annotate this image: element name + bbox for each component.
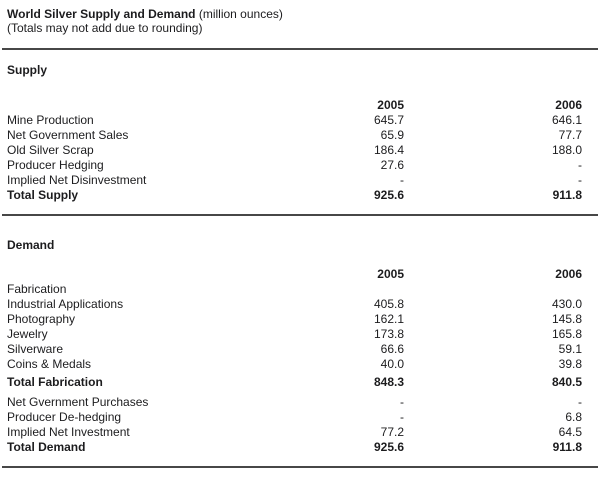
column-header-2006: 2006 [555,267,582,281]
table-row-coins-medals: Coins & Medals 40.0 39.8 [0,357,600,372]
row-label: Net Gvernment Purchases [7,395,149,409]
table-row-producer-de-hedging: Producer De-hedging - 6.8 [0,410,600,425]
value-2005: 186.4 [373,143,404,157]
divider-top [2,48,598,50]
value-2006: 59.1 [558,342,582,356]
row-label: Photography [7,312,76,326]
divider-bottom [2,466,598,468]
row-label: Old Silver Scrap [7,143,94,157]
table-row-total-demand: Total Demand 925.6 911.8 [0,440,600,455]
row-label: Producer Hedging [7,158,104,172]
value-2005: 173.8 [373,327,404,341]
row-label: Producer De-hedging [7,410,122,424]
value-2005: - [400,395,404,409]
table-row-implied-net-disinvestment: Implied Net Disinvestment - - [0,173,600,188]
demand-section-heading: Demand [7,238,55,252]
table-row-fabrication: Fabrication [0,282,600,297]
value-2006: 911.8 [552,440,582,454]
table-row-industrial-applications: Industrial Applications 405.8 430.0 [0,297,600,312]
supply-section-heading: Supply [7,63,48,77]
value-2006: - [578,395,582,409]
value-2005: 40.0 [380,357,404,371]
value-2006: 77.7 [558,128,582,142]
supply-table: 2005 2006 Mine Production 645.7 646.1 Ne… [0,98,600,203]
column-header-2005: 2005 [377,267,404,281]
value-2005: 66.6 [380,342,404,356]
demand-table: 2005 2006 Fabrication Industrial Applica… [0,267,600,455]
table-row-total-fabrication: Total Fabrication 848.3 840.5 [0,375,600,390]
row-label: Jewelry [7,327,48,341]
row-label: Silverware [7,342,64,356]
document-title: World Silver Supply and Demand [7,7,196,21]
table-row-old-silver-scrap: Old Silver Scrap 186.4 188.0 [0,143,600,158]
value-2006: 39.8 [558,357,582,371]
value-2005: 77.2 [380,425,404,439]
table-row-jewelry: Jewelry 173.8 165.8 [0,327,600,342]
value-2006: 165.8 [551,327,582,341]
value-2006: 6.8 [565,410,582,424]
row-label: Total Supply [7,188,79,202]
value-2006: 64.5 [558,425,582,439]
row-label: Total Fabrication [7,375,103,389]
value-2005: - [400,173,404,187]
table-row-producer-hedging: Producer Hedging 27.6 - [0,158,600,173]
value-2006: 911.8 [552,188,582,202]
document-header: World Silver Supply and Demand (million … [0,0,600,35]
value-2005: 925.6 [373,188,404,202]
divider-middle [2,214,598,216]
value-2005: - [400,410,404,424]
demand-column-header-row: 2005 2006 [0,267,600,282]
row-label: Implied Net Investment [7,425,130,439]
rounding-note: (Totals may not add due to rounding) [7,21,203,35]
value-2006: 145.8 [551,312,582,326]
value-2005: 65.9 [380,128,404,142]
title-unit: (million ounces) [198,7,283,21]
spacer-cell [7,98,244,113]
value-2005: 848.3 [373,375,404,389]
value-2006: 430.0 [551,297,582,311]
table-row-net-government-sales: Net Government Sales 65.9 77.7 [0,128,600,143]
value-2005: 645.7 [373,113,404,127]
row-label: Mine Production [7,113,94,127]
row-label: Fabrication [7,282,67,296]
table-row-implied-net-investment: Implied Net Investment 77.2 64.5 [0,425,600,440]
value-2006: 646.1 [551,113,582,127]
value-2005: 27.6 [380,158,404,172]
value-2005 [244,282,404,297]
supply-column-header-row: 2005 2006 [0,98,600,113]
value-2005: 162.1 [373,312,404,326]
title-line: World Silver Supply and Demand (million … [7,7,593,21]
row-label: Net Government Sales [7,128,129,142]
column-header-2006: 2006 [555,98,582,112]
row-label: Coins & Medals [7,357,92,371]
value-2006: 840.5 [551,375,582,389]
table-row-net-gvernment-purchases: Net Gvernment Purchases - - [0,395,600,410]
row-label: Implied Net Disinvestment [7,173,147,187]
table-row-mine-production: Mine Production 645.7 646.1 [0,113,600,128]
column-header-2005: 2005 [377,98,404,112]
value-2006 [404,282,582,297]
row-label: Industrial Applications [7,297,124,311]
table-row-silverware: Silverware 66.6 59.1 [0,342,600,357]
spacer-cell [7,267,244,282]
value-2006: - [578,173,582,187]
value-2006: - [578,158,582,172]
table-row-photography: Photography 162.1 145.8 [0,312,600,327]
value-2005: 405.8 [373,297,404,311]
value-2005: 925.6 [373,440,404,454]
value-2006: 188.0 [551,143,582,157]
row-label: Total Demand [7,440,86,454]
table-row-total-supply: Total Supply 925.6 911.8 [0,188,600,203]
